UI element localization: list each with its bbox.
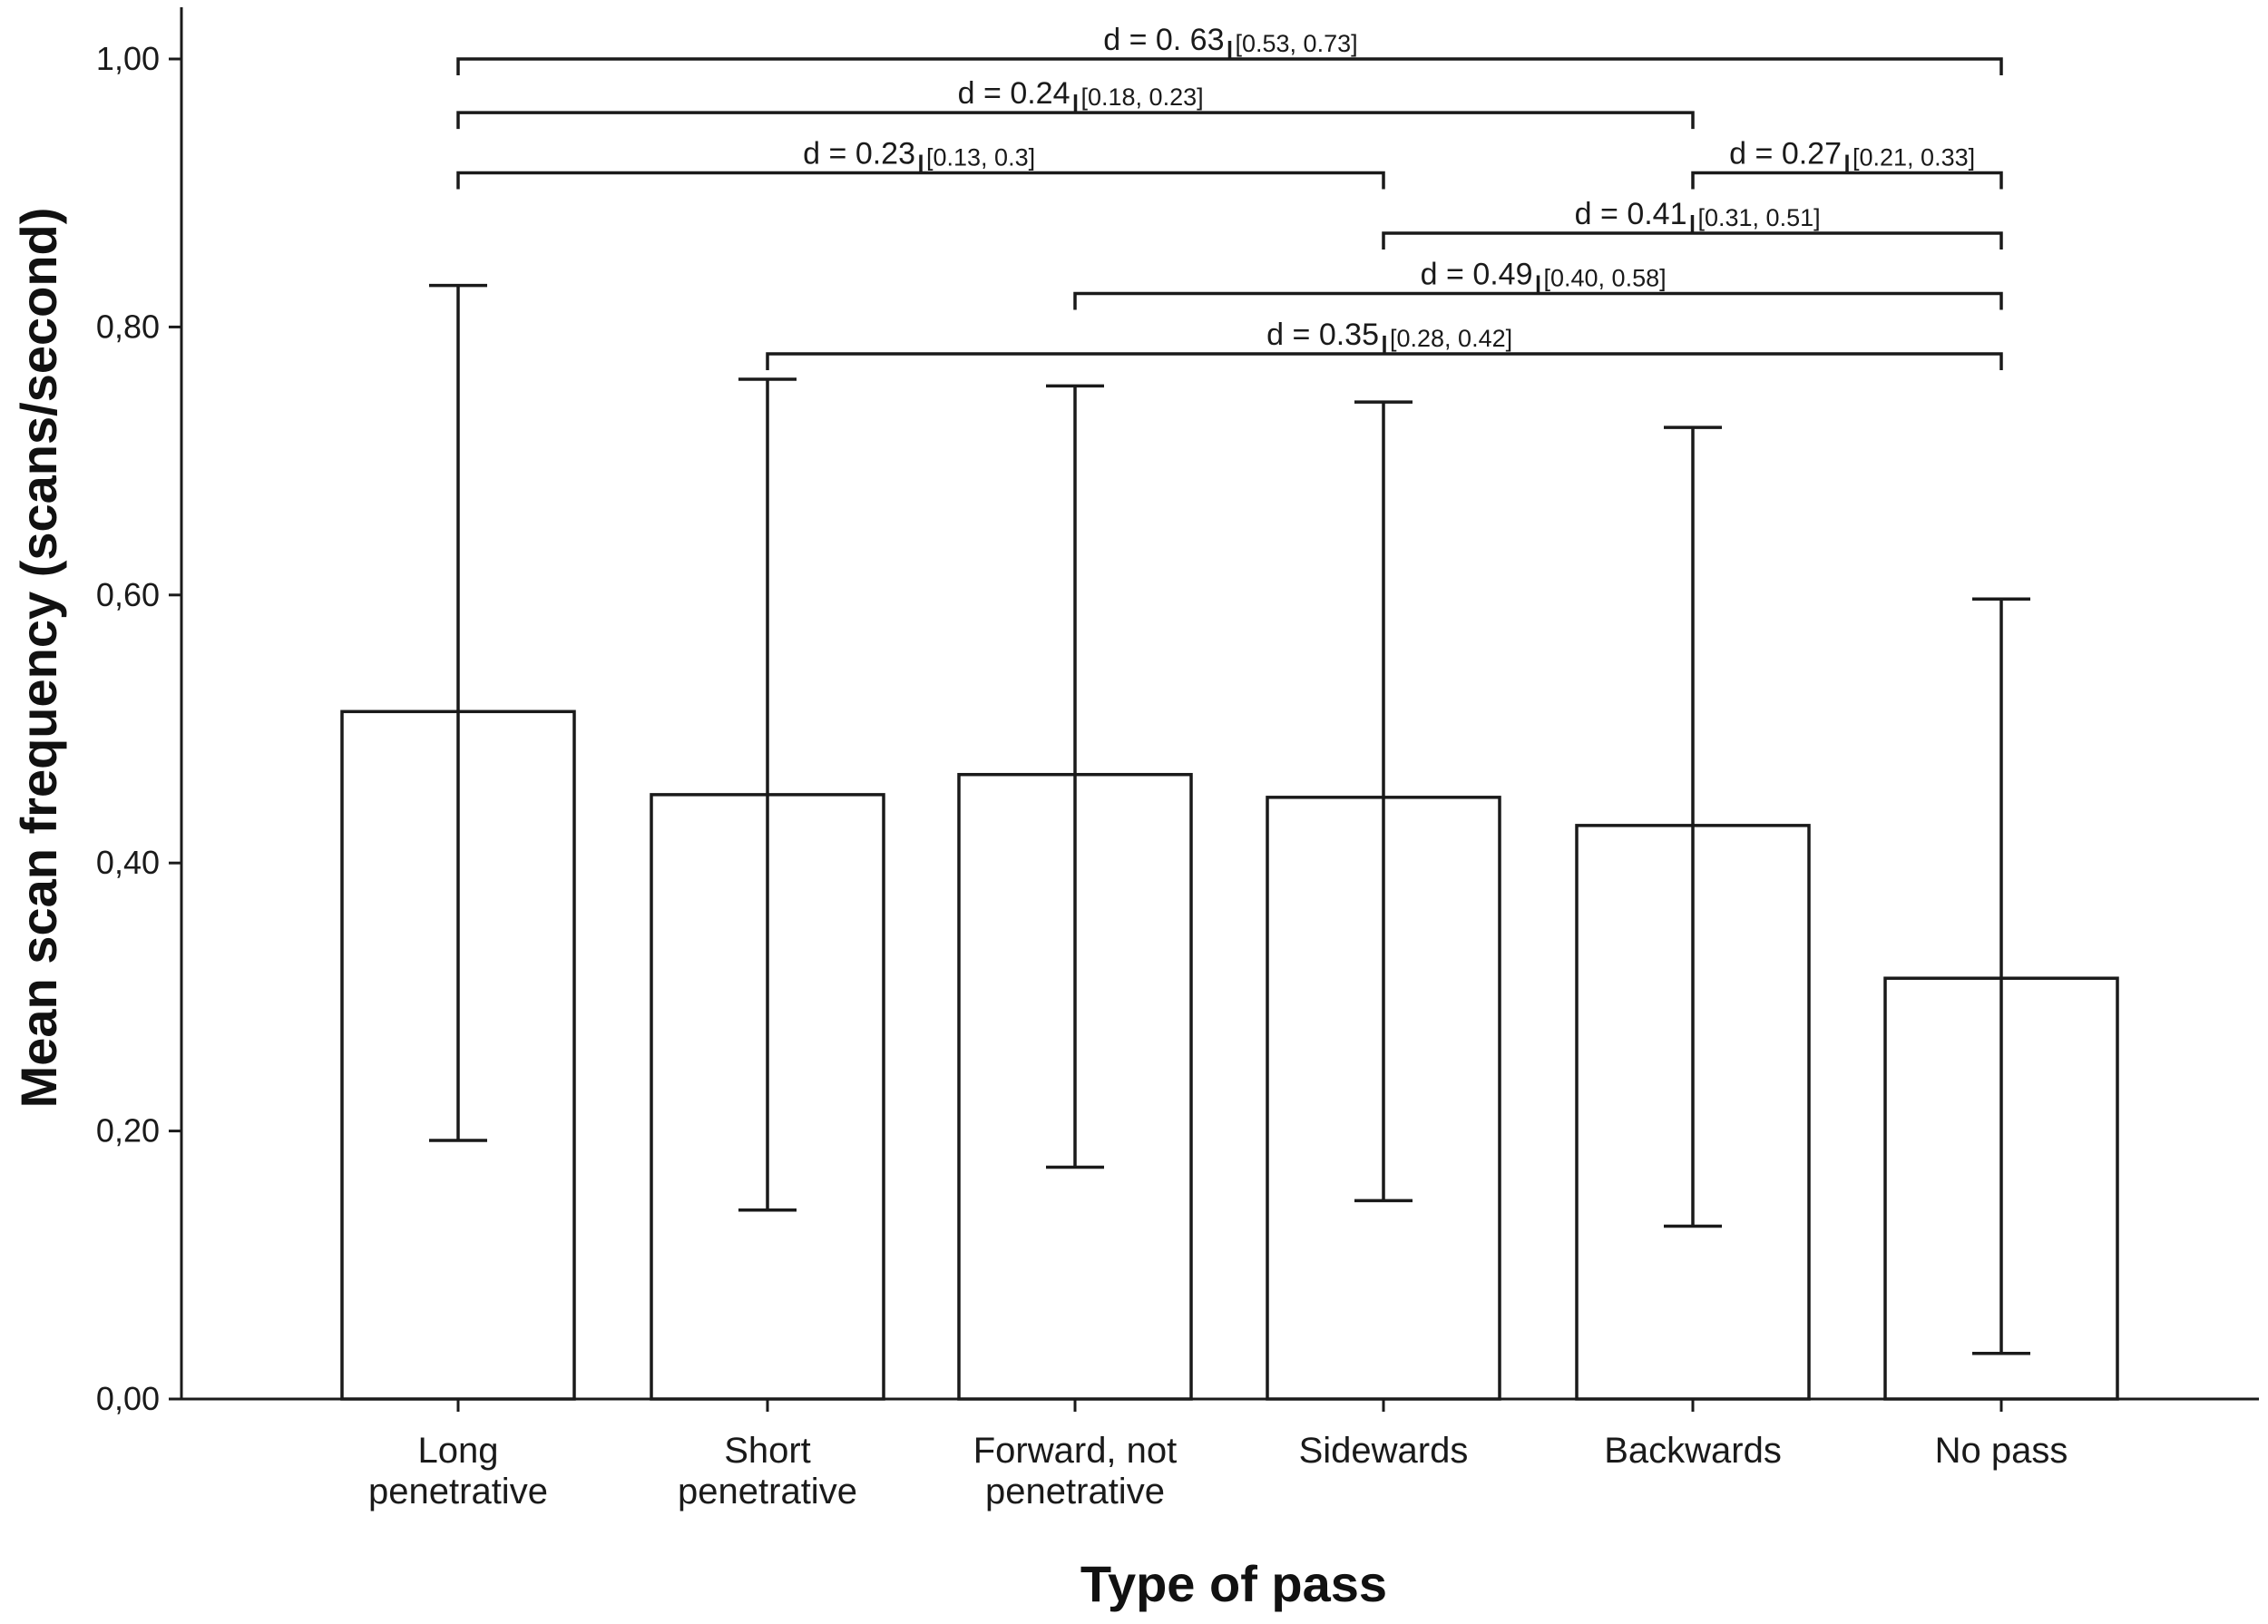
x-tick-label: Forward, not penetrative bbox=[973, 1431, 1178, 1511]
x-tick-label: Long penetrative bbox=[368, 1431, 548, 1511]
confidence-interval-label: [0.18, 0.23] bbox=[1081, 83, 1204, 111]
comparison-bracket bbox=[456, 111, 1695, 130]
y-tick-label: 0,00 bbox=[96, 1380, 160, 1417]
confidence-interval-label: [0.53, 0.73] bbox=[1236, 30, 1358, 57]
confidence-interval-label: [0.28, 0.42] bbox=[1390, 325, 1512, 352]
x-tick-label: Sidewards bbox=[1299, 1431, 1469, 1471]
x-tick-label: No pass bbox=[1935, 1431, 2068, 1471]
x-tick-label: Short penetrative bbox=[678, 1431, 857, 1511]
comparison-bracket bbox=[456, 57, 2003, 75]
effect-size-label: d = 0.41 bbox=[1575, 197, 1687, 231]
y-axis-title: Mean scan frequency (scans/second) bbox=[10, 208, 67, 1109]
effect-size-label: d = 0.35 bbox=[1266, 318, 1379, 352]
y-tick-label: 0,40 bbox=[96, 844, 160, 881]
confidence-interval-label: [0.31, 0.51] bbox=[1698, 204, 1821, 231]
y-tick-label: 1,00 bbox=[96, 40, 160, 77]
y-ticks: 0,00 0,20 0,40 0,60 0,80 1,00 bbox=[96, 40, 181, 1417]
comparison-bracket bbox=[1691, 171, 2003, 190]
y-tick-label: 0,60 bbox=[96, 576, 160, 613]
confidence-interval-label: [0.40, 0.58] bbox=[1544, 264, 1667, 291]
x-ticks: Long penetrative Short penetrative Forward, … bbox=[368, 1399, 2068, 1511]
error-bars bbox=[429, 283, 2030, 1355]
confidence-interval-label: [0.13, 0.3] bbox=[926, 144, 1035, 171]
comparison-bracket bbox=[766, 352, 2003, 370]
effect-size-label: d = 0. 63 bbox=[1103, 23, 1224, 57]
x-axis-title: Type of pass bbox=[1080, 1555, 1387, 1612]
y-tick-label: 0,80 bbox=[96, 308, 160, 345]
effect-size-label: d = 0.49 bbox=[1421, 257, 1533, 291]
comparison-bracket bbox=[456, 171, 1385, 190]
comparison-bracket bbox=[1073, 291, 2003, 310]
effect-size-label: d = 0.27 bbox=[1729, 137, 1842, 171]
effect-size-label: d = 0.23 bbox=[803, 137, 915, 171]
comparison-brackets: d = 0. 63 [0.53, 0.73] d = 0.24 [0.18, 0.23… bbox=[456, 23, 2003, 370]
confidence-interval-label: [0.21, 0.33] bbox=[1853, 144, 1975, 171]
x-tick-label: Backwards bbox=[1604, 1431, 1782, 1471]
y-tick-label: 0,20 bbox=[96, 1112, 160, 1150]
effect-size-label: d = 0.24 bbox=[958, 76, 1070, 111]
comparison-bracket bbox=[1382, 231, 2003, 250]
bars bbox=[340, 709, 2119, 1401]
